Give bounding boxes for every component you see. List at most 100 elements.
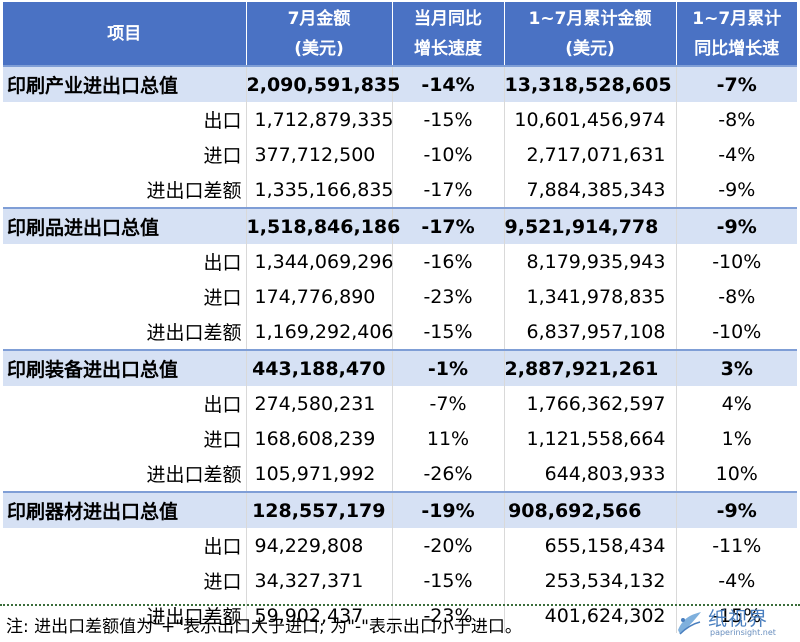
trade-statistics-table: 项目 7月金额 (美元) 当月同比 增长速度 1~7月累计金额 (美元) 1~7月累计 同比增长… bbox=[3, 2, 797, 633]
july-growth-cell: -14% bbox=[391, 65, 504, 102]
july-amount-cell: 174,776,890 bbox=[245, 279, 392, 314]
july-growth-cell: -19% bbox=[391, 491, 504, 528]
cumulative-amount-cell: 908,692,566 bbox=[503, 491, 676, 528]
item-cell: 进口 bbox=[203, 287, 242, 309]
cumulative-growth-cell: 3% bbox=[675, 349, 797, 386]
cumulative-amount-cell: 7,884,385,343 bbox=[503, 172, 676, 208]
july-growth-cell: -17% bbox=[391, 207, 504, 244]
header-row: 项目 7月金额 (美元) 当月同比 增长速度 1~7月累计金额 (美元) 1~7月累计 同比增长… bbox=[3, 2, 797, 66]
total-row: 印刷装备进出口总值 443,188,470 -1% 2,887,921,261 3% bbox=[3, 349, 797, 386]
item-cell: 出口 bbox=[203, 536, 242, 558]
july-growth-cell: -23% bbox=[391, 279, 504, 314]
item-cell: 印刷器材进出口总值 bbox=[3, 491, 246, 528]
cumulative-growth-cell: -8% bbox=[675, 102, 797, 137]
table-header: 项目 7月金额 (美元) 当月同比 增长速度 1~7月累计金额 (美元) 1~7月累计 同比增长… bbox=[3, 2, 797, 66]
header-label-line2: 增长速度 bbox=[414, 38, 482, 59]
table-row: 进出口差额 1,335,166,835 -17% 7,884,385,343 -9% bbox=[3, 172, 797, 208]
july-growth-cell: 11% bbox=[391, 421, 504, 456]
july-amount-cell: 168,608,239 bbox=[245, 421, 392, 456]
footnote: 注: 进出口差额值为"+"表示出口大于进口; 为"-"表示出口小于进口。 bbox=[6, 617, 522, 637]
item-cell: 出口 bbox=[203, 110, 242, 132]
header-label-line1: 1~7月累计金额 bbox=[528, 8, 652, 29]
july-amount-cell: 1,169,292,406 bbox=[245, 314, 394, 350]
item-cell: 出口 bbox=[203, 252, 242, 274]
footer-divider bbox=[0, 604, 800, 606]
july-amount-cell: 105,971,992 bbox=[245, 456, 392, 492]
july-amount-cell: 274,580,231 bbox=[245, 386, 392, 421]
table-row: 进口 174,776,890 -23% 1,341,978,835 -8% bbox=[3, 279, 797, 314]
july-growth-cell: -15% bbox=[391, 102, 504, 137]
cumulative-growth-cell: -9% bbox=[675, 207, 797, 244]
july-amount-cell: 94,229,808 bbox=[245, 528, 392, 563]
header-label-line2: (美元) bbox=[565, 38, 615, 59]
cumulative-amount-cell: 2,717,071,631 bbox=[503, 137, 676, 172]
table-row: 进口 34,327,371 -15% 253,534,132 -4% bbox=[3, 563, 797, 598]
july-amount-cell: 443,188,470 bbox=[245, 349, 392, 386]
cumulative-growth-cell: 4% bbox=[675, 386, 797, 421]
item-cell: 进出口差额 bbox=[146, 180, 242, 202]
item-cell: 印刷装备进出口总值 bbox=[3, 349, 246, 386]
header-cumulative-amount: 1~7月累计金额 (美元) bbox=[503, 2, 676, 66]
table-row: 进口 168,608,239 11% 1,121,558,664 1% bbox=[3, 421, 797, 456]
cumulative-growth-cell: -11% bbox=[675, 528, 797, 563]
july-growth-cell: -26% bbox=[391, 456, 504, 492]
watermark-url: paperinsight.net bbox=[710, 628, 776, 637]
header-label-line1: 7月金额 bbox=[287, 8, 351, 29]
july-growth-cell: -23% bbox=[391, 598, 504, 633]
item-cell: 进出口差额 bbox=[146, 606, 242, 628]
item-cell: 印刷品进出口总值 bbox=[3, 207, 246, 244]
july-amount-cell: 1,344,069,296 bbox=[245, 244, 394, 279]
item-cell: 进口 bbox=[203, 145, 242, 167]
header-label-line1: 1~7月累计 bbox=[692, 8, 782, 29]
cumulative-growth-cell: -8% bbox=[675, 279, 797, 314]
cumulative-amount-cell: 644,803,933 bbox=[503, 456, 676, 492]
cumulative-amount-cell: 1,766,362,597 bbox=[503, 386, 676, 421]
cumulative-growth-cell: -9% bbox=[675, 172, 797, 208]
header-july-growth: 当月同比 增长速度 bbox=[391, 2, 504, 66]
header-item: 项目 bbox=[3, 2, 246, 66]
cumulative-growth-cell: 1% bbox=[675, 421, 797, 456]
header-label-line1: 当月同比 bbox=[414, 8, 482, 29]
item-cell: 进出口差额 bbox=[146, 464, 242, 486]
cumulative-growth-cell: -10% bbox=[675, 244, 797, 279]
cumulative-amount-cell: 1,121,558,664 bbox=[503, 421, 676, 456]
july-amount-cell: 59,902,437 bbox=[245, 598, 392, 633]
cumulative-growth-cell: -4% bbox=[675, 563, 797, 598]
july-amount-cell: 1,518,846,186 bbox=[245, 207, 400, 244]
july-growth-cell: -1% bbox=[391, 349, 504, 386]
header-label-line2: 同比增长速 bbox=[694, 38, 780, 59]
table-body: 印刷产业进出口总值 2,090,591,835 -14% 13,318,528,605… bbox=[3, 65, 797, 633]
item-cell: 进口 bbox=[203, 571, 242, 593]
cumulative-amount-cell: 655,158,434 bbox=[503, 528, 676, 563]
july-amount-cell: 2,090,591,835 bbox=[245, 65, 400, 102]
july-amount-cell: 128,557,179 bbox=[245, 491, 392, 528]
watermark-title: 纸视界 bbox=[708, 608, 769, 630]
cumulative-growth-cell: 10% bbox=[675, 456, 797, 492]
cumulative-amount-cell: 1,341,978,835 bbox=[503, 279, 676, 314]
cumulative-growth-cell: -7% bbox=[675, 65, 797, 102]
cumulative-amount-cell: 8,179,935,943 bbox=[503, 244, 676, 279]
table-row: 进出口差额 1,169,292,406 -15% 6,837,957,108 -10% bbox=[3, 314, 797, 350]
july-amount-cell: 34,327,371 bbox=[245, 563, 392, 598]
cumulative-amount-cell: 401,624,302 bbox=[503, 598, 676, 633]
header-cumulative-growth: 1~7月累计 同比增长速 bbox=[675, 2, 797, 66]
table-row: 出口 1,344,069,296 -16% 8,179,935,943 -10% bbox=[3, 244, 797, 279]
july-amount-cell: 377,712,500 bbox=[245, 137, 392, 172]
july-growth-cell: -16% bbox=[391, 244, 504, 279]
july-growth-cell: -15% bbox=[391, 563, 504, 598]
item-cell: 印刷产业进出口总值 bbox=[3, 65, 246, 102]
watermark-logo: 纸视界 paperinsight.net bbox=[674, 604, 792, 640]
cumulative-amount-cell: 10,601,456,974 bbox=[503, 102, 676, 137]
table-row: 出口 1,712,879,335 -15% 10,601,456,974 -8% bbox=[3, 102, 797, 137]
paper-swoosh-icon bbox=[678, 612, 701, 635]
cumulative-amount-cell: 13,318,528,605 bbox=[503, 65, 676, 102]
item-cell: 进口 bbox=[203, 429, 242, 451]
item-cell: 进出口差额 bbox=[146, 322, 242, 344]
table-row: 出口 94,229,808 -20% 655,158,434 -11% bbox=[3, 528, 797, 563]
total-row: 印刷器材进出口总值 128,557,179 -19% 908,692,566 -9% bbox=[3, 491, 797, 528]
header-label-line1: 项目 bbox=[107, 23, 142, 44]
table-row: 进口 377,712,500 -10% 2,717,071,631 -4% bbox=[3, 137, 797, 172]
july-growth-cell: -17% bbox=[391, 172, 504, 208]
cumulative-amount-cell: 253,534,132 bbox=[503, 563, 676, 598]
header-july-amount: 7月金额 (美元) bbox=[245, 2, 392, 66]
